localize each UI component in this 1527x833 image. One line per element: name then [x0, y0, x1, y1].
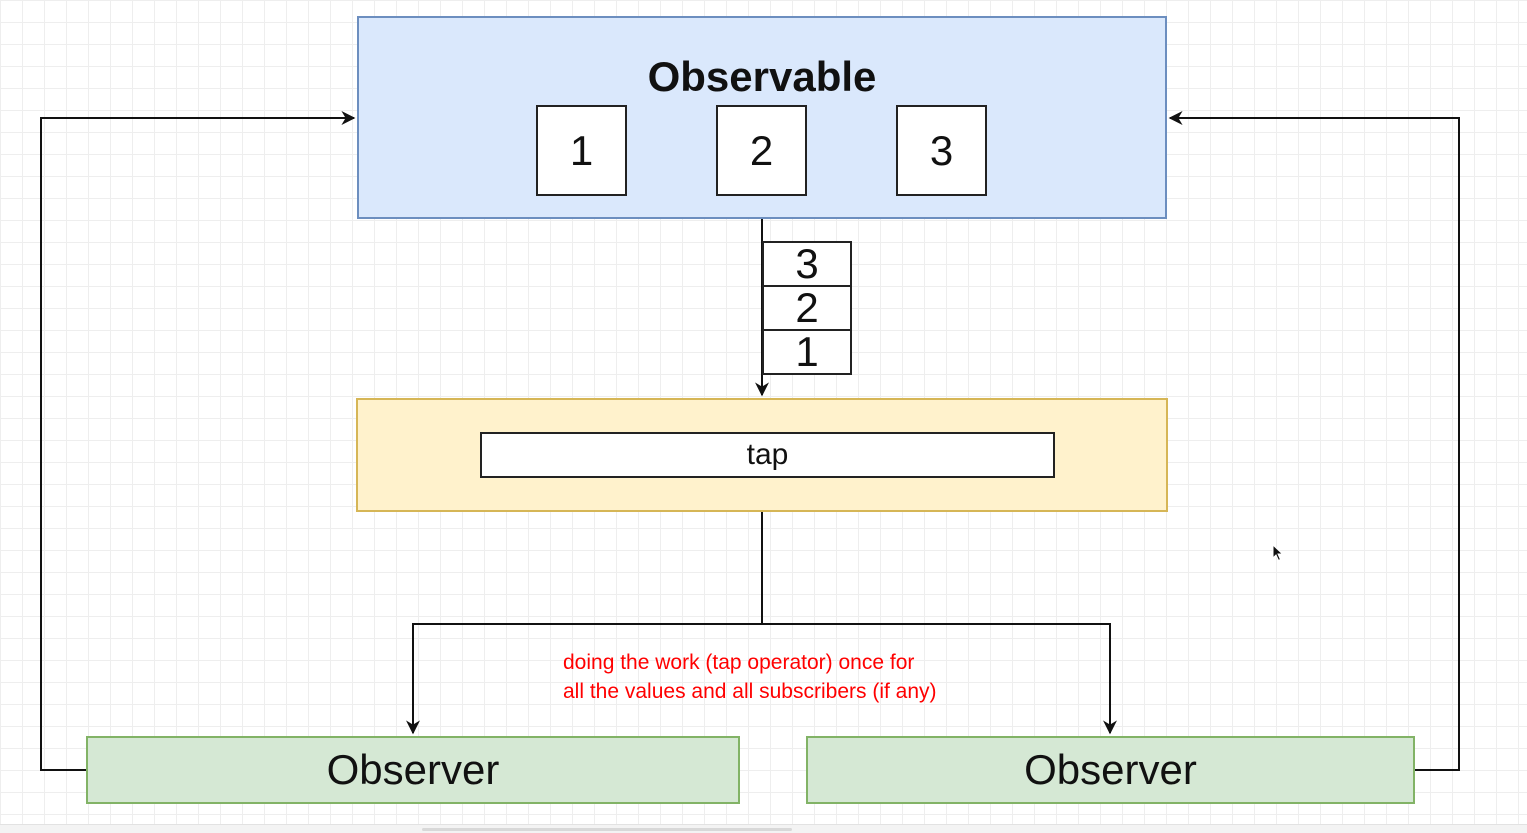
annotation-line-1: doing the work (tap operator) once for	[563, 651, 915, 674]
fork-to-right-observer-arrow	[762, 623, 1117, 735]
mouse-pointer-icon	[1272, 544, 1284, 562]
horizontal-scrollbar[interactable]	[0, 824, 1527, 833]
tap-operator-box[interactable]: tap	[480, 432, 1055, 478]
emission-stack-item-3[interactable]: 3	[762, 241, 852, 287]
emission-stack-item-1[interactable]: 1	[762, 329, 852, 375]
emission-stack-item-2[interactable]: 2	[762, 285, 852, 331]
observer-left[interactable]: Observer	[86, 736, 740, 804]
observable-title: Observable	[647, 53, 877, 100]
left-feedback-arrow	[40, 111, 356, 771]
observable-value-3[interactable]: 3	[896, 105, 987, 196]
observer-right[interactable]: Observer	[806, 736, 1415, 804]
observable-value-1[interactable]: 1	[536, 105, 627, 196]
fork-to-left-observer-arrow	[406, 623, 762, 735]
annotation-note: doing the work (tap operator) once for a…	[563, 648, 937, 706]
right-feedback-arrow	[1168, 111, 1460, 771]
scrollbar-thumb[interactable]	[422, 828, 792, 831]
observable-value-2[interactable]: 2	[716, 105, 807, 196]
annotation-line-2: all the values and all subscribers (if a…	[563, 680, 937, 703]
